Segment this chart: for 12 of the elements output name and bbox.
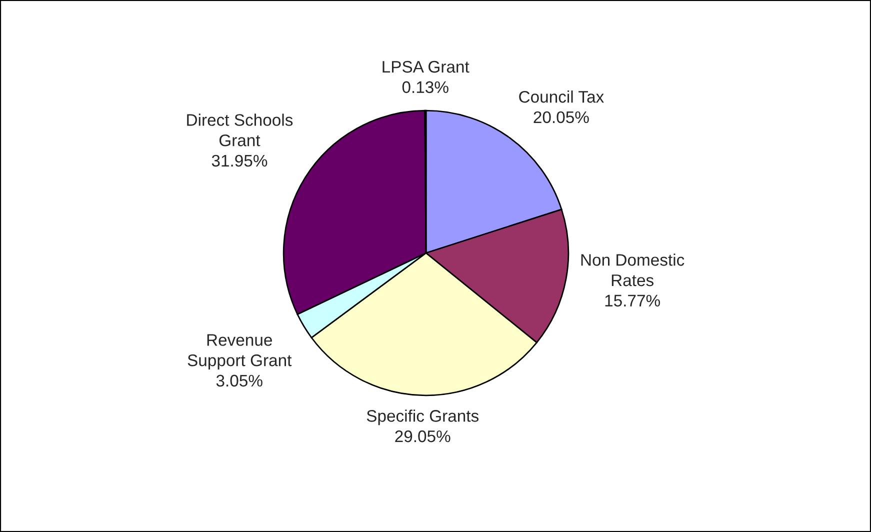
data-label: 20.05% — [534, 111, 589, 124]
slice-label: Revenue Support Grant — [188, 334, 292, 370]
slice-label: Direct Schools Grant — [187, 114, 293, 146]
slice-label: LPSA Grant — [382, 60, 470, 73]
slice-label: Council Tax — [519, 90, 604, 103]
data-label: 0.13% — [402, 81, 448, 94]
data-label: 3.05% — [216, 374, 262, 387]
data-label: 31.95% — [212, 154, 268, 167]
data-label: 29.05% — [395, 430, 450, 442]
slice-label: Non Domestic Rates — [581, 254, 684, 286]
slice-label: Specific Grants — [366, 410, 479, 426]
data-label: 15.77% — [605, 294, 660, 307]
